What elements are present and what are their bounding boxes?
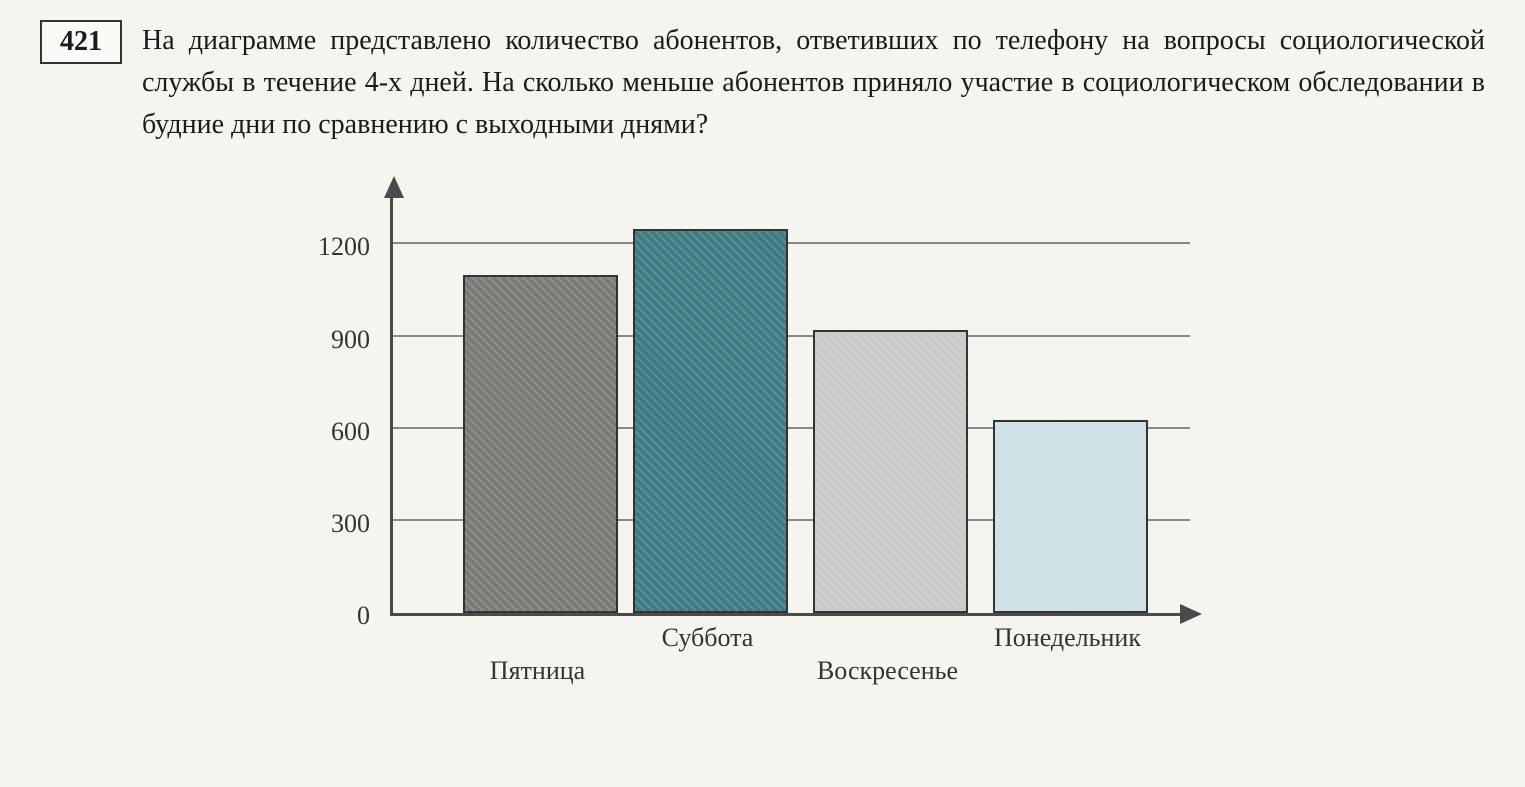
y-tick-label: 900 (331, 325, 370, 355)
bar (633, 229, 788, 613)
problem-text: На диаграмме представлено количество або… (142, 20, 1485, 146)
bar-chart: 03006009001200 ПятницаСубботаВоскресенье… (390, 166, 1485, 646)
bar (463, 275, 618, 613)
chart-area: 03006009001200 ПятницаСубботаВоскресенье… (390, 166, 1210, 646)
x-tick-label: Воскресенье (817, 656, 958, 686)
y-tick-label: 600 (331, 417, 370, 447)
bar (993, 420, 1148, 614)
plot-region (390, 186, 1190, 616)
gridline (393, 242, 1190, 244)
bar (813, 330, 968, 613)
y-axis-arrow (384, 176, 404, 198)
problem-header: 421 На диаграмме представлено количество… (40, 20, 1485, 146)
x-axis-arrow (1180, 604, 1202, 624)
y-tick-label: 1200 (318, 232, 370, 262)
x-tick-label: Суббота (662, 623, 754, 653)
y-tick-label: 300 (331, 509, 370, 539)
y-tick-label: 0 (357, 601, 370, 631)
x-tick-label: Понедельник (994, 623, 1141, 653)
problem-number: 421 (40, 20, 122, 64)
y-axis-labels: 0 300 600 900 1200 (300, 166, 380, 646)
x-tick-label: Пятница (490, 656, 585, 686)
